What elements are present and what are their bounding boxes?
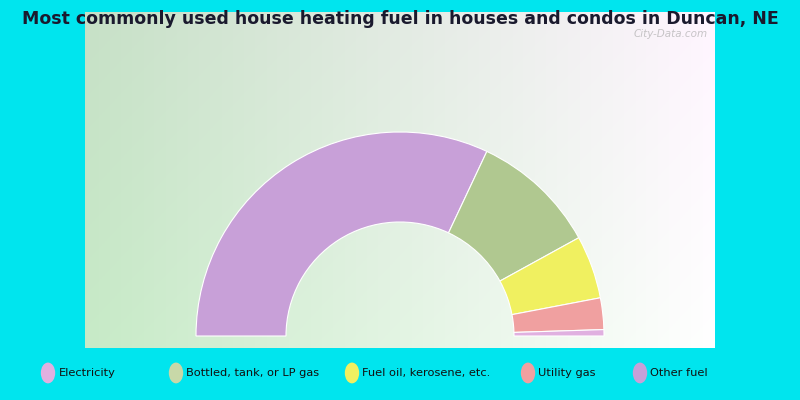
Ellipse shape — [169, 362, 183, 383]
Text: Fuel oil, kerosene, etc.: Fuel oil, kerosene, etc. — [362, 368, 490, 378]
Text: City-Data.com: City-Data.com — [633, 29, 707, 39]
Wedge shape — [500, 238, 600, 315]
Wedge shape — [196, 132, 487, 336]
Ellipse shape — [521, 362, 535, 383]
Text: Bottled, tank, or LP gas: Bottled, tank, or LP gas — [186, 368, 319, 378]
Ellipse shape — [633, 362, 647, 383]
Text: Electricity: Electricity — [58, 368, 115, 378]
Ellipse shape — [345, 362, 359, 383]
Wedge shape — [449, 152, 578, 281]
Text: Utility gas: Utility gas — [538, 368, 596, 378]
Text: Most commonly used house heating fuel in houses and condos in Duncan, NE: Most commonly used house heating fuel in… — [22, 10, 778, 28]
Wedge shape — [512, 298, 604, 332]
Wedge shape — [514, 330, 604, 336]
Ellipse shape — [41, 362, 55, 383]
Text: Other fuel: Other fuel — [650, 368, 708, 378]
